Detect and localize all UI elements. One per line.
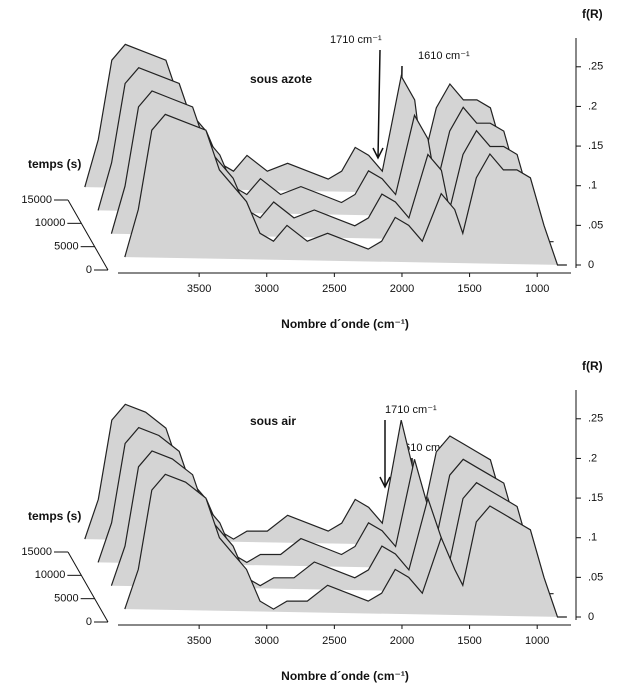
panel-title: sous air	[250, 414, 296, 428]
y-tick-label: .05	[588, 571, 603, 583]
y-tick-label: .1	[588, 532, 597, 544]
z-axis	[67, 551, 109, 623]
z-tick-label: 10000	[35, 569, 66, 581]
y-tick-label: .1	[588, 180, 597, 192]
z-axis-label: temps (s)	[28, 509, 81, 523]
x-axis-label: Nombre d´onde (cm⁻¹)	[281, 317, 409, 331]
spectrum	[124, 473, 567, 618]
arrow	[372, 49, 384, 160]
y-tick-label: .2	[588, 452, 597, 464]
z-tick-label: 5000	[54, 593, 78, 605]
y-tick-label: .25	[588, 413, 603, 425]
x-tick-label: 1000	[525, 283, 549, 295]
panel: sous azote 1710 cm⁻¹ 1610 cm⁻¹ f(R) 0 .05.…	[21, 7, 603, 331]
y-tick-label: .25	[588, 61, 603, 73]
z-axis-label: temps (s)	[28, 157, 81, 171]
x-tick-label: 1500	[457, 283, 481, 295]
y-tick-label: .05	[588, 219, 603, 231]
x-tick-label: 3000	[255, 283, 279, 295]
y-tick-label: 0	[588, 259, 594, 271]
z-tick-label: 10000	[35, 217, 66, 229]
z-tick-label: 15000	[21, 194, 52, 206]
z-tick-label: 5000	[54, 241, 78, 253]
arrow	[379, 420, 391, 489]
x-tick-label: 3500	[187, 635, 211, 647]
x-axis-label: Nombre d´onde (cm⁻¹)	[281, 669, 409, 683]
y-tick-label: .15	[588, 140, 603, 152]
z-axis	[67, 199, 109, 271]
spectrum	[124, 113, 567, 266]
x-tick-label: 1000	[525, 635, 549, 647]
panel: sous air 1710 cm⁻¹ 1610 cm⁻¹ f(R)0.05.1.…	[21, 359, 603, 683]
y-axis-label: f(R)	[582, 7, 603, 21]
z-tick-label: 15000	[21, 546, 52, 558]
x-tick-label: 1500	[457, 635, 481, 647]
x-tick-label: 3000	[255, 635, 279, 647]
y-axis-label: f(R)	[582, 359, 603, 373]
z-tick-label: 0	[86, 264, 92, 276]
z-tick-label: 0	[86, 616, 92, 628]
x-tick-label: 2000	[390, 635, 414, 647]
x-tick-label: 2000	[390, 283, 414, 295]
panel-title: sous azote	[250, 72, 312, 86]
annotation: 1710 cm⁻¹	[385, 404, 437, 416]
annotation: 1610 cm⁻¹	[418, 50, 470, 62]
x-tick-label: 2500	[322, 283, 346, 295]
y-tick-label: .15	[588, 492, 603, 504]
x-tick-label: 2500	[322, 635, 346, 647]
annotation: 1710 cm⁻¹	[330, 34, 382, 46]
x-tick-label: 3500	[187, 283, 211, 295]
y-tick-label: .2	[588, 100, 597, 112]
y-tick-label: 0	[588, 611, 594, 623]
